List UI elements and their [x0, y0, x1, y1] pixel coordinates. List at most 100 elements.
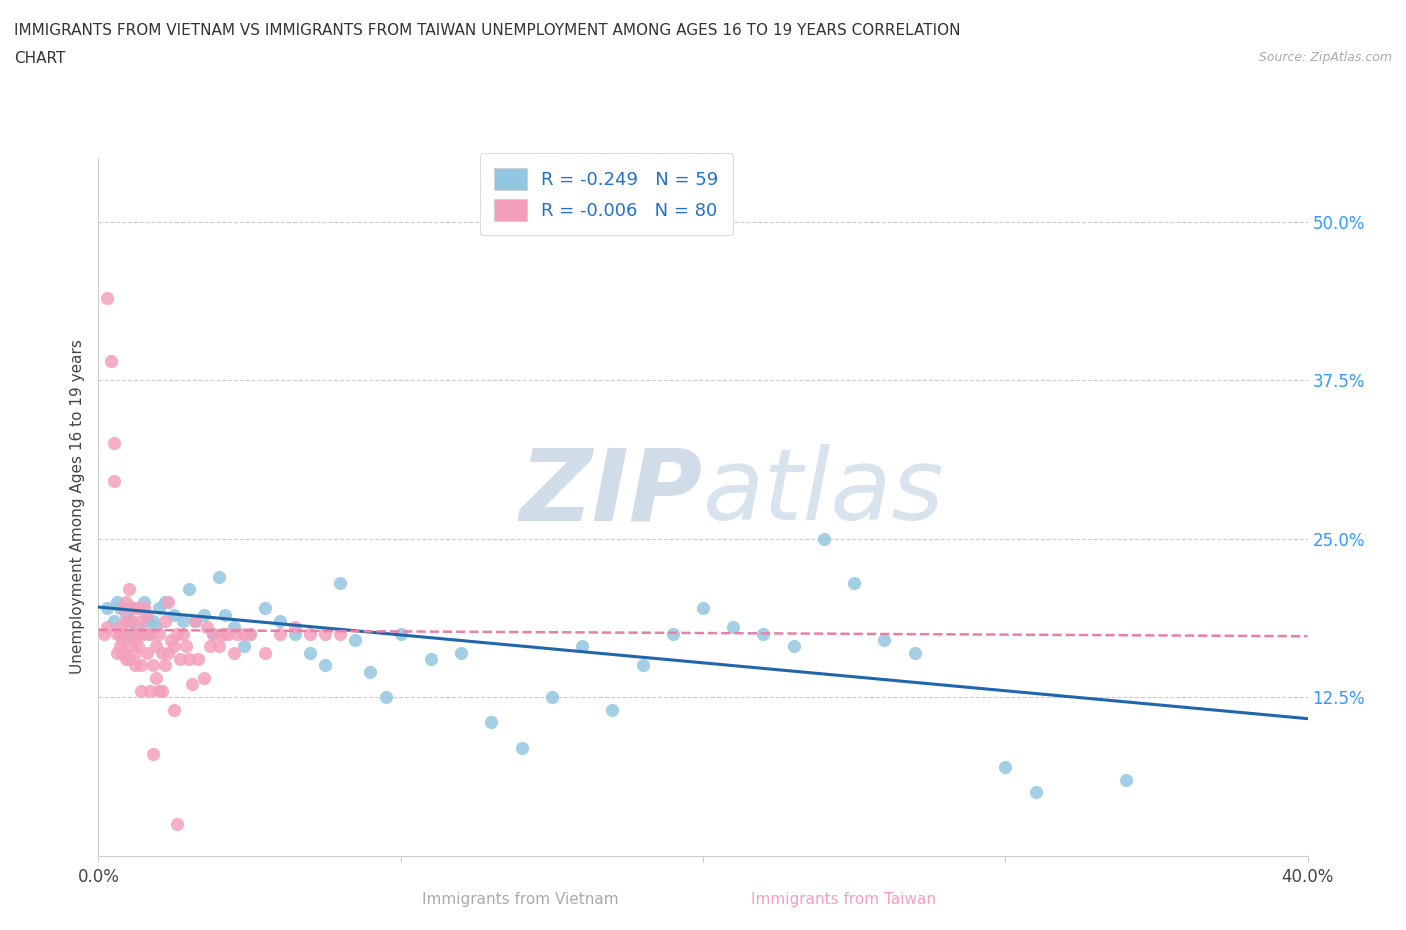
Point	[211, 626, 233, 641]
Point	[329, 576, 352, 591]
Point	[135, 614, 157, 629]
Point	[93, 626, 115, 641]
Point	[153, 614, 176, 629]
Y-axis label: Unemployment Among Ages 16 to 19 years: Unemployment Among Ages 16 to 19 years	[69, 339, 84, 674]
Point	[145, 671, 167, 685]
Point	[169, 652, 191, 667]
Point	[96, 290, 118, 305]
Point	[108, 626, 131, 641]
Point	[662, 626, 685, 641]
Point	[284, 626, 307, 641]
Text: Source: ZipAtlas.com: Source: ZipAtlas.com	[1258, 51, 1392, 64]
Point	[114, 607, 136, 622]
Point	[214, 626, 236, 641]
Point	[121, 626, 143, 641]
Point	[118, 614, 141, 629]
Point	[314, 658, 336, 672]
Point	[510, 740, 533, 755]
Point	[100, 353, 122, 368]
Point	[184, 614, 207, 629]
Point	[299, 645, 322, 660]
Point	[873, 632, 896, 647]
Point	[1115, 772, 1137, 787]
Point	[118, 582, 141, 597]
Point	[127, 620, 149, 635]
Point	[132, 594, 155, 609]
Point	[139, 684, 162, 698]
Text: atlas: atlas	[703, 445, 945, 541]
Point	[224, 645, 246, 660]
Point	[108, 620, 131, 635]
Point	[124, 645, 146, 660]
Point	[193, 671, 215, 685]
Point	[145, 620, 167, 635]
Point	[129, 626, 152, 641]
Point	[135, 607, 157, 622]
Point	[239, 626, 262, 641]
Point	[139, 626, 162, 641]
Point	[994, 760, 1017, 775]
Point	[153, 594, 176, 609]
Point	[200, 639, 222, 654]
Point	[156, 645, 179, 660]
Point	[127, 639, 149, 654]
Text: ZIP: ZIP	[520, 445, 703, 541]
Point	[148, 626, 170, 641]
Point	[127, 626, 149, 641]
Point	[217, 626, 239, 641]
Point	[145, 639, 167, 654]
Point	[195, 620, 218, 635]
Point	[481, 715, 503, 730]
Point	[111, 645, 134, 660]
Point	[181, 677, 204, 692]
Point	[844, 576, 866, 591]
Point	[139, 626, 162, 641]
Point	[163, 702, 186, 717]
Point	[631, 658, 654, 672]
Point	[314, 626, 336, 641]
Point	[160, 632, 183, 647]
Point	[329, 626, 352, 641]
Point	[142, 747, 165, 762]
Point	[172, 626, 194, 641]
Point	[105, 594, 128, 609]
Text: CHART: CHART	[14, 51, 66, 66]
Point	[420, 652, 443, 667]
Point	[299, 626, 322, 641]
Point	[148, 684, 170, 698]
Point	[124, 658, 146, 672]
Point	[118, 639, 141, 654]
Point	[174, 639, 197, 654]
Point	[132, 626, 155, 641]
Point	[135, 645, 157, 660]
Point	[202, 626, 225, 641]
Point	[105, 626, 128, 641]
Point	[253, 645, 276, 660]
Point	[129, 614, 152, 629]
Point	[114, 614, 136, 629]
Point	[692, 601, 714, 616]
Point	[1024, 785, 1046, 800]
Point	[111, 626, 134, 641]
Point	[232, 639, 254, 654]
Point	[150, 684, 173, 698]
Point	[111, 601, 134, 616]
Point	[269, 614, 291, 629]
Point	[752, 626, 775, 641]
Point	[105, 645, 128, 660]
Point	[360, 664, 382, 679]
Point	[224, 620, 246, 635]
Point	[118, 652, 141, 667]
Point	[163, 607, 186, 622]
Text: Immigrants from Vietnam: Immigrants from Vietnam	[422, 892, 619, 907]
Point	[121, 626, 143, 641]
Point	[344, 632, 367, 647]
Point	[127, 601, 149, 616]
Point	[239, 626, 262, 641]
Point	[114, 652, 136, 667]
Point	[187, 652, 209, 667]
Point	[208, 639, 231, 654]
Point	[179, 652, 201, 667]
Point	[163, 639, 186, 654]
Point	[253, 601, 276, 616]
